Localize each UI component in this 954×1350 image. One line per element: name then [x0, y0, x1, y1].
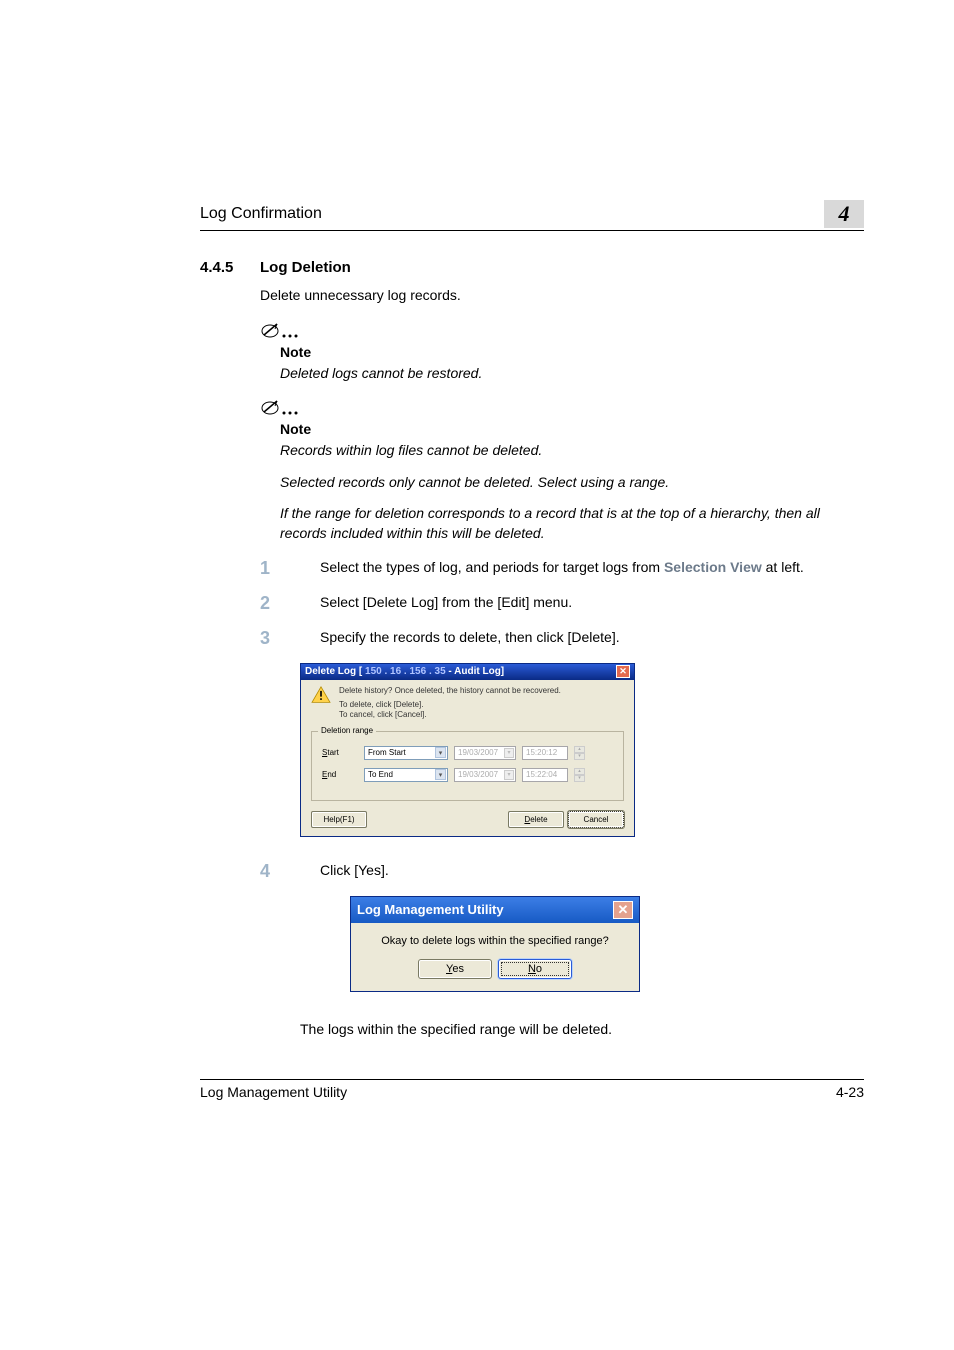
dialog-title: Log Management Utility	[357, 902, 504, 917]
selection-view-link: Selection View	[664, 559, 762, 575]
step-number: 1	[260, 558, 288, 579]
time-spinner: ▴▾	[574, 768, 585, 782]
section-title: Log Deletion	[260, 259, 351, 276]
step-text-part: Select the types of log, and periods for…	[320, 559, 664, 575]
note-text: If the range for deletion corresponds to…	[280, 504, 864, 543]
step-number: 4	[260, 861, 288, 882]
spin-up-icon: ▴	[574, 746, 585, 753]
chevron-down-icon: ▾	[504, 748, 514, 758]
section-intro: Delete unnecessary log records.	[260, 286, 864, 306]
time-spinner: ▴▾	[574, 746, 585, 760]
dialog-message: Delete history? Once deleted, the histor…	[339, 686, 561, 721]
cancel-button[interactable]: Cancel	[568, 811, 624, 828]
confirm-message: Okay to delete logs within the specified…	[361, 935, 629, 947]
combo-value: From Start	[368, 748, 406, 757]
group-legend: Deletion range	[318, 726, 376, 735]
dialog-titlebar[interactable]: Delete Log [ 150 . 16 . 156 . 35 - Audit…	[301, 664, 634, 680]
end-range-combo[interactable]: To End ▾	[364, 768, 448, 782]
spin-up-icon: ▴	[574, 768, 585, 775]
section-number: 4.4.5	[200, 259, 260, 276]
result-text: The logs within the specified range will…	[300, 1020, 864, 1040]
note-text: Selected records only cannot be deleted.…	[280, 473, 864, 493]
step-number: 3	[260, 628, 288, 649]
end-label: End	[322, 770, 358, 779]
start-date-field: 19/03/2007 ▾	[454, 746, 516, 760]
note-icon	[260, 320, 302, 342]
dialog-title: Delete Log [ 150 . 16 . 156 . 35 - Audit…	[305, 666, 504, 677]
running-header: Log Confirmation 4	[200, 200, 864, 231]
step-text: Specify the records to delete, then clic…	[320, 628, 864, 649]
close-icon[interactable]: ✕	[613, 901, 633, 919]
msg-line: Delete history? Once deleted, the histor…	[339, 686, 561, 696]
spin-down-icon: ▾	[574, 753, 585, 760]
page-footer: Log Management Utility 4-23	[200, 1079, 864, 1100]
chapter-number-box: 4	[824, 200, 864, 228]
no-button[interactable]: No	[498, 959, 572, 979]
dialog-titlebar[interactable]: Log Management Utility ✕	[351, 897, 639, 923]
note-heading: Note	[280, 421, 864, 437]
delete-button[interactable]: Delete	[508, 811, 564, 828]
chevron-down-icon[interactable]: ▾	[435, 747, 446, 758]
end-time-field: 15:22:04	[522, 768, 568, 782]
start-range-combo[interactable]: From Start ▾	[364, 746, 448, 760]
warning-icon	[311, 686, 331, 704]
step-text: Select the types of log, and periods for…	[320, 558, 864, 579]
note-text: Records within log files cannot be delet…	[280, 441, 864, 461]
delete-log-dialog: Delete Log [ 150 . 16 . 156 . 35 - Audit…	[300, 663, 635, 837]
msg-line: To delete, click [Delete].	[339, 700, 561, 710]
note-block: Note Deleted logs cannot be restored.	[260, 320, 864, 384]
combo-value: To End	[368, 770, 393, 779]
date-value: 19/03/2007	[458, 748, 498, 757]
section-heading: 4.4.5 Log Deletion	[200, 259, 864, 276]
title-part: - Audit Log]	[446, 666, 505, 677]
running-title: Log Confirmation	[200, 205, 322, 223]
spin-down-icon: ▾	[574, 775, 585, 782]
chevron-down-icon: ▾	[504, 770, 514, 780]
date-value: 19/03/2007	[458, 770, 498, 779]
step-number: 2	[260, 593, 288, 614]
note-text: Deleted logs cannot be restored.	[280, 364, 864, 384]
deletion-range-group: Deletion range Start From Start ▾ 19/03/…	[311, 731, 624, 801]
yes-button[interactable]: Yes	[418, 959, 492, 979]
close-icon[interactable]: ✕	[616, 665, 630, 678]
help-button[interactable]: Help(F1)	[311, 811, 367, 828]
title-part: Delete Log [	[305, 666, 365, 677]
step-text: Select [Delete Log] from the [Edit] menu…	[320, 593, 864, 614]
footer-page-number: 4-23	[836, 1084, 864, 1100]
chevron-down-icon[interactable]: ▾	[435, 769, 446, 780]
step-text: Click [Yes].	[320, 861, 864, 882]
title-ip: 150 . 16 . 156 . 35	[365, 666, 446, 677]
end-date-field: 19/03/2007 ▾	[454, 768, 516, 782]
note-heading: Note	[280, 344, 864, 360]
step-text-part: at left.	[762, 559, 804, 575]
start-label: Start	[322, 748, 358, 757]
note-icon	[260, 397, 302, 419]
start-time-field: 15:20:12	[522, 746, 568, 760]
msg-line: To cancel, click [Cancel].	[339, 710, 561, 720]
footer-left: Log Management Utility	[200, 1084, 347, 1100]
confirm-dialog: Log Management Utility ✕ Okay to delete …	[350, 896, 640, 992]
note-block: Note Records within log files cannot be …	[260, 397, 864, 543]
